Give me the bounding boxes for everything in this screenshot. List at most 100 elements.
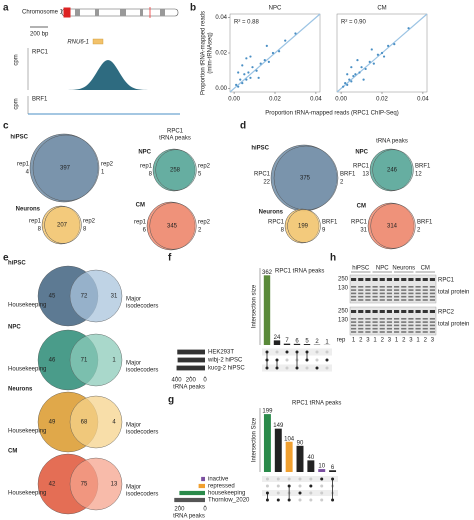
matrix-dot xyxy=(285,350,289,354)
band xyxy=(429,286,435,288)
marker-label: 130 xyxy=(338,318,349,324)
band xyxy=(379,327,385,330)
band xyxy=(415,324,421,327)
venn-left-count: 13 xyxy=(362,172,369,178)
gene xyxy=(92,38,104,45)
band xyxy=(422,289,428,291)
band xyxy=(379,292,385,295)
band xyxy=(358,299,364,301)
band xyxy=(351,318,357,320)
venn-right-count: 2 xyxy=(198,228,202,234)
y-axis-label: (mim-tRNAseq) xyxy=(208,32,214,73)
venn-right-label: Major xyxy=(126,485,141,491)
matrix-dot xyxy=(325,358,329,362)
point xyxy=(358,71,361,74)
band xyxy=(394,327,400,330)
bar-value-label: 90 xyxy=(297,440,304,446)
point xyxy=(235,83,238,87)
venn-circle xyxy=(370,203,416,249)
venn-name: NPC xyxy=(138,150,151,156)
point xyxy=(249,55,252,58)
set-name: kucg-2 hiPSC xyxy=(208,366,245,372)
venn-name: NPC xyxy=(355,150,368,156)
x-tick-label: 200 xyxy=(186,378,197,384)
venn-right-label: rep2 xyxy=(101,162,114,168)
venn-name: Neurons xyxy=(8,387,33,393)
venn-left-label: rep1 xyxy=(134,220,147,226)
bar xyxy=(303,344,311,345)
bar xyxy=(283,343,291,345)
matrix-dot xyxy=(275,350,279,354)
group-label: hiPSC xyxy=(352,266,370,272)
band xyxy=(401,324,407,327)
band xyxy=(372,331,378,333)
point xyxy=(237,71,240,74)
band xyxy=(386,299,392,301)
band xyxy=(429,299,435,301)
venn-left-count: 49 xyxy=(49,420,56,426)
venn-left-label: rep1 xyxy=(29,219,42,225)
point xyxy=(251,66,254,69)
band xyxy=(358,286,364,288)
venn-left-label: RPC1 xyxy=(351,220,368,226)
band xyxy=(351,299,357,301)
bar xyxy=(273,340,281,345)
venn-left-count: 31 xyxy=(360,228,367,234)
band xyxy=(422,310,428,313)
band xyxy=(401,295,407,298)
band xyxy=(386,331,392,333)
point xyxy=(352,74,355,78)
x-tick-label: 0.00 xyxy=(228,97,240,103)
band xyxy=(429,295,435,298)
venn-circle xyxy=(69,333,123,387)
venn-circle xyxy=(44,206,82,244)
y-axis-label: Proportion tRNA-mapped reads xyxy=(201,11,207,95)
band xyxy=(422,299,428,301)
band xyxy=(394,318,400,320)
venn-name: hiPSC xyxy=(8,261,26,267)
rep-label: rep xyxy=(337,338,346,344)
venn-title: tRNA peaks xyxy=(159,136,191,142)
point xyxy=(284,39,287,42)
matrix-dot xyxy=(315,350,319,354)
venn-both-count: 258 xyxy=(170,168,181,174)
venn-right-count: 12 xyxy=(415,172,422,178)
point xyxy=(239,78,242,81)
venn-title: tRNA peaks xyxy=(376,139,408,145)
panel-label: h xyxy=(330,253,336,264)
venn-right-label: rep2 xyxy=(198,164,211,170)
band xyxy=(372,321,378,323)
matrix-dot xyxy=(265,477,269,481)
band xyxy=(386,327,392,330)
band xyxy=(365,278,371,281)
point xyxy=(387,44,390,48)
band xyxy=(379,310,385,313)
set-name: wibj-2 hiPSC xyxy=(207,358,243,364)
matrix-dot xyxy=(320,477,324,481)
point xyxy=(342,85,345,88)
venn-left-label: rep1 xyxy=(140,164,153,170)
venn-right-count: 1 xyxy=(112,358,116,364)
venn-name: hiPSC xyxy=(251,146,269,152)
point xyxy=(393,43,396,46)
venn-circle xyxy=(287,209,321,243)
track-unit: cpm xyxy=(14,54,20,65)
band xyxy=(394,292,400,295)
matrix-dot xyxy=(305,366,309,370)
band xyxy=(75,9,80,16)
venn-right-label: Major xyxy=(126,297,141,303)
band xyxy=(394,321,400,323)
panel-label: c xyxy=(3,121,9,132)
y-tick-label: 0.04 xyxy=(215,15,227,21)
band xyxy=(372,324,378,327)
x-tick-label: 0 xyxy=(203,507,207,513)
band xyxy=(379,286,385,288)
group-label: NPC xyxy=(376,266,389,272)
chromosome-label: Chromosome 15 xyxy=(22,10,67,16)
venn-left-label: RPC1 xyxy=(353,164,370,170)
band xyxy=(351,292,357,295)
band xyxy=(415,299,421,301)
point xyxy=(346,83,349,87)
venn-name: Neurons xyxy=(16,207,41,213)
band xyxy=(358,327,364,330)
